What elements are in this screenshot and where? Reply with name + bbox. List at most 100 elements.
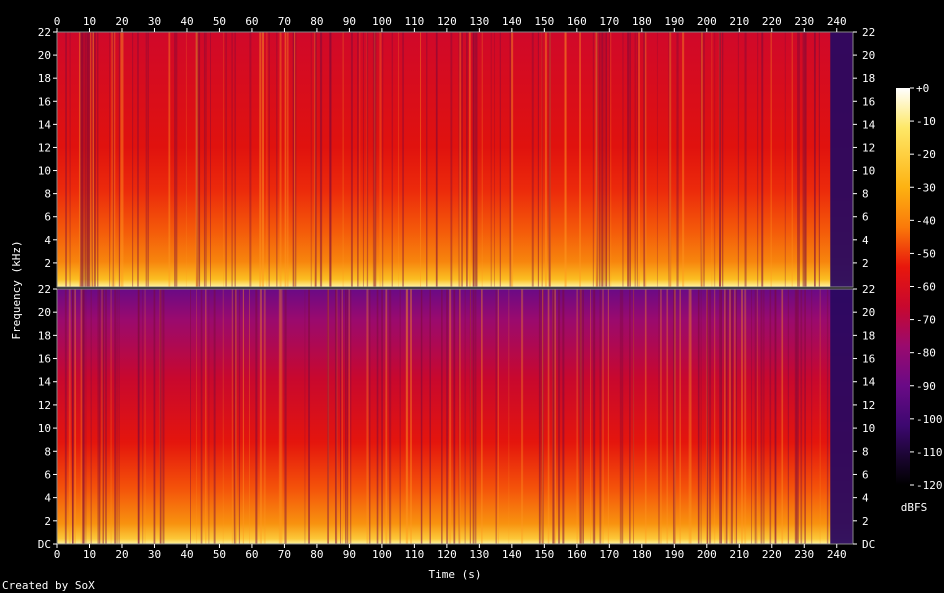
y-tick-label-right: 2 (862, 515, 869, 528)
spectrum-texture-stripe (284, 32, 286, 287)
x-tick-label-top: 0 (54, 15, 61, 28)
spectrum-texture-stripe (441, 289, 443, 544)
y-tick-label-left: 16 (38, 353, 51, 366)
y-tick-label-right: 14 (862, 118, 876, 131)
x-tick-label-bottom: 110 (404, 548, 424, 561)
y-tick-label-left: 6 (44, 468, 51, 481)
spectrum-texture-stripe (548, 32, 551, 287)
spectrum-texture-stripe (472, 289, 475, 544)
spectrum-texture-stripe (175, 32, 178, 287)
y-tick-label-left: 6 (44, 211, 51, 224)
spectrum-texture-stripe (634, 32, 636, 287)
spectrum-texture-stripe (118, 289, 120, 544)
spectrum-texture-stripe (756, 289, 758, 544)
x-tick-label-bottom: 70 (278, 548, 291, 561)
spectrum-texture-stripe (327, 289, 329, 544)
spectrum-texture-stripe (701, 32, 703, 287)
spectrum-texture-stripe (402, 32, 404, 287)
colorbar-label: dBFS (901, 501, 928, 514)
spectrum-texture-stripe (198, 32, 201, 287)
colorbar-tick-label: -80 (916, 347, 936, 360)
spectrum-texture-stripe (286, 32, 289, 287)
spectrum-texture-stripe (622, 32, 624, 287)
colorbar-tick-label: -60 (916, 281, 936, 294)
x-tick-label-top: 130 (469, 15, 489, 28)
spectrum-texture-stripe (259, 289, 262, 544)
spectrum-texture-stripe (399, 289, 401, 544)
spectrum-texture-stripe (592, 289, 595, 544)
spectrum-texture-stripe (629, 289, 631, 544)
y-tick-label-left: 22 (38, 283, 51, 296)
y-axis-label: Frequency (kHz) (10, 240, 23, 339)
spectrum-texture-stripe (627, 32, 630, 287)
spectrum-texture-stripe (382, 32, 384, 287)
x-tick-label-bottom: 100 (372, 548, 392, 561)
spectrum-texture-stripe (633, 289, 635, 544)
y-tick-label-right: 10 (862, 165, 875, 178)
y-tick-label-left: 18 (38, 329, 51, 342)
y-tick-label-left: 14 (38, 376, 52, 389)
spectrum-texture-stripe (379, 32, 382, 287)
spectrum-texture-stripe (174, 32, 176, 287)
spectrum-texture-stripe (602, 289, 604, 544)
spectrum-texture-stripe (729, 289, 732, 544)
colorbar: +0 -10 -20 -30 -40 -50 -60 -70 -80 -90 -100 -110 -12… (896, 82, 943, 514)
spectrum-texture-stripe (120, 32, 122, 287)
spectrum-texture-stripe (682, 32, 685, 287)
spectrum-texture-stripe (369, 289, 371, 544)
spectrum-texture-stripe (818, 32, 820, 287)
spectrum-texture-stripe (804, 32, 807, 287)
spectrum-texture-stripe (475, 32, 478, 287)
spectrum-texture-stripe (314, 32, 317, 287)
spectrum-texture-stripe (405, 289, 408, 544)
spectrum-texture-stripe (638, 32, 640, 287)
footer-credit: Created by SoX (2, 579, 95, 592)
spectrum-texture-stripe (784, 32, 786, 287)
spectrum-texture-stripe (362, 32, 364, 287)
spectrum-texture-stripe (826, 289, 829, 544)
spectrum-texture-stripe (85, 289, 87, 544)
bottom-channel-frame (56, 288, 854, 545)
spectrum-texture-stripe (619, 289, 622, 544)
colorbar-tick-label: -40 (916, 214, 936, 227)
x-tick-label-bottom: 140 (502, 548, 522, 561)
spectrum-texture-stripe (200, 289, 203, 544)
spectrum-texture-stripe (79, 32, 82, 287)
spectrum-texture-stripe (145, 32, 148, 287)
x-tick-label-bottom: 30 (148, 548, 161, 561)
x-tick-label-bottom: 180 (632, 548, 652, 561)
spectrum-texture-stripe (97, 289, 100, 544)
spectrum-texture-stripe (294, 32, 297, 287)
x-tick-label-bottom: 80 (310, 548, 323, 561)
spectrum-texture-stripe (132, 32, 134, 287)
spectrum-texture-stripe (294, 32, 296, 287)
spectrum-texture-stripe (805, 32, 807, 287)
spectrum-texture-stripe (350, 32, 353, 287)
spectrum-texture-stripe (359, 32, 361, 287)
spectrum-texture-stripe (721, 32, 724, 287)
y-tick-label-left: 12 (38, 141, 51, 154)
spectrum-texture-stripe (666, 289, 669, 544)
spectrum-texture-stripe (238, 289, 240, 544)
y-tick-label-right: 16 (862, 353, 875, 366)
spectrum-texture-stripe (787, 289, 790, 544)
spectrum-texture-stripe (636, 32, 638, 287)
spectrum-texture-stripe (159, 289, 162, 544)
y-tick-label-left: 12 (38, 399, 51, 412)
spectrum-texture-stripe (205, 32, 207, 287)
spectrum-texture-stripe (544, 32, 547, 287)
x-axis-bottom: 0 10 20 30 40 50 60 70 80 90 100 110 120 130 140 150 160… (54, 544, 847, 561)
spectrum-texture-stripe (644, 32, 647, 287)
x-tick-label-top: 240 (827, 15, 847, 28)
spectrum-texture-stripe (268, 32, 270, 287)
spectrum-texture-stripe (708, 289, 712, 544)
spectrum-texture-stripe (672, 289, 675, 544)
spectrum-texture-stripe (261, 32, 264, 287)
y-tick-label-right: 20 (862, 49, 875, 62)
spectrum-texture-stripe (564, 32, 566, 287)
spectrum-texture-stripe (668, 32, 670, 287)
x-tick-label-bottom: 240 (827, 548, 847, 561)
spectrum-texture-stripe (468, 32, 471, 287)
spectrum-texture-stripe (499, 32, 501, 287)
